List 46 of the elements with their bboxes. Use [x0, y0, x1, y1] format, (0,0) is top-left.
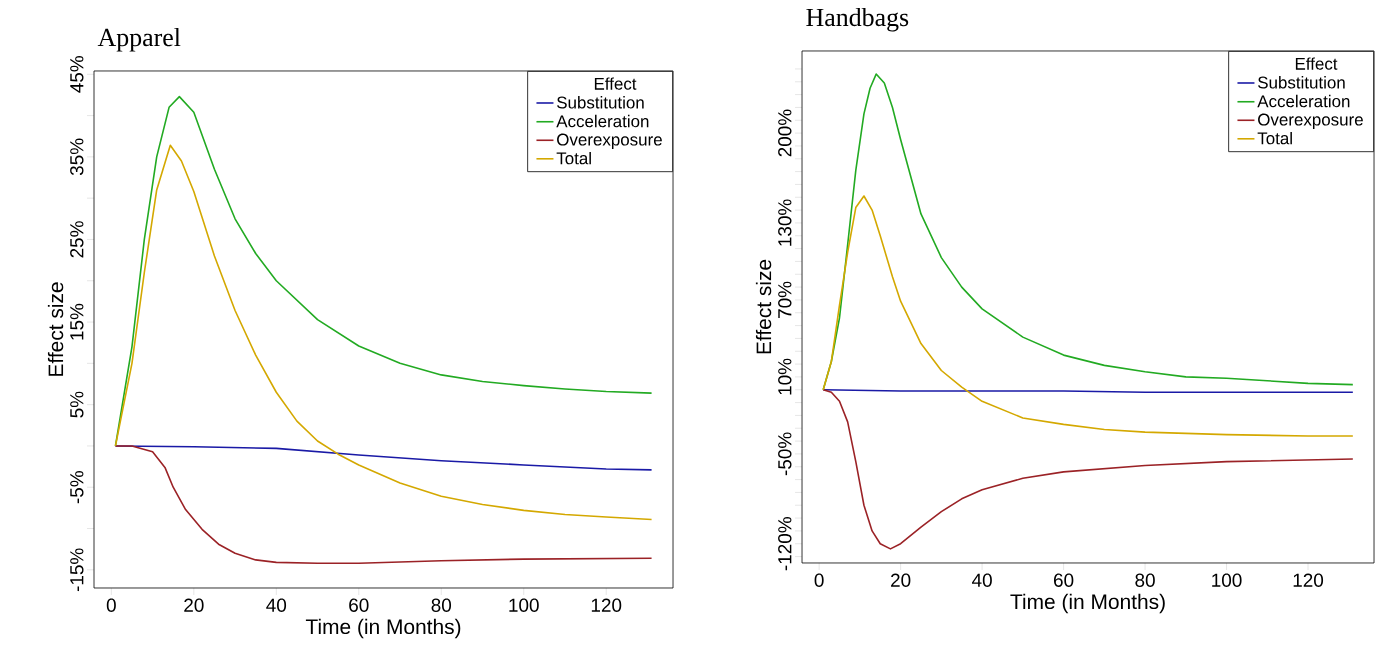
- y-tick-label: 130%: [778, 199, 792, 246]
- x-tick-label: 40: [972, 573, 992, 587]
- y-axis-title: Effect size: [47, 282, 64, 376]
- x-tick-label: 80: [431, 598, 452, 612]
- legend-label: Total: [1257, 131, 1292, 145]
- x-tick-label: 0: [814, 573, 824, 587]
- line-series: [822, 195, 1354, 437]
- chart-title: Handbags: [806, 7, 909, 32]
- legend-label: Overexposure: [557, 133, 662, 149]
- legend-title: Effect: [594, 77, 637, 90]
- y-axis-title: Effect size: [755, 259, 772, 354]
- y-tick-label: 200%: [778, 109, 792, 157]
- line-series: [822, 388, 1354, 550]
- x-tick-label: 40: [266, 598, 287, 612]
- legend-title: Effect: [1295, 57, 1338, 70]
- x-tick-label: 20: [184, 598, 204, 612]
- x-axis-title: Time (in Months): [305, 618, 461, 639]
- x-tick-label: 100: [509, 598, 539, 612]
- y-tick-label: 25%: [70, 221, 84, 258]
- y-tick-label: -120%: [778, 517, 792, 571]
- y-tick-label: 45%: [70, 56, 84, 93]
- x-tick-label: 80: [1135, 573, 1155, 587]
- x-tick-label: 120: [1293, 573, 1324, 587]
- y-tick-label: -5%: [70, 471, 84, 504]
- x-tick-label: 120: [591, 598, 622, 612]
- y-tick-label: 5%: [70, 391, 84, 418]
- legend-label: Overexposure: [1258, 113, 1363, 129]
- y-tick-label: 10%: [778, 358, 792, 395]
- x-axis-title: Time (in Months): [1010, 593, 1165, 614]
- y-tick-label: 70%: [778, 281, 792, 318]
- legend-label: Substitution: [1258, 76, 1345, 89]
- x-tick-label: 20: [891, 573, 911, 587]
- x-tick-label: 60: [349, 598, 369, 612]
- legend-label: Substitution: [557, 96, 644, 109]
- x-tick-label: 60: [1054, 573, 1074, 587]
- line-series: [114, 445, 653, 565]
- x-tick-label: 0: [106, 598, 116, 612]
- y-tick-label: -50%: [778, 432, 792, 476]
- chart-title: Apparel: [97, 28, 181, 52]
- y-tick-label: 35%: [70, 138, 84, 176]
- x-tick-label: 100: [1212, 573, 1242, 587]
- legend-label: Total: [556, 151, 591, 165]
- y-tick-label: 15%: [70, 303, 84, 340]
- legend-label: Acceleration: [556, 114, 649, 128]
- legend-label: Acceleration: [1257, 94, 1350, 108]
- y-tick-label: -15%: [70, 548, 84, 592]
